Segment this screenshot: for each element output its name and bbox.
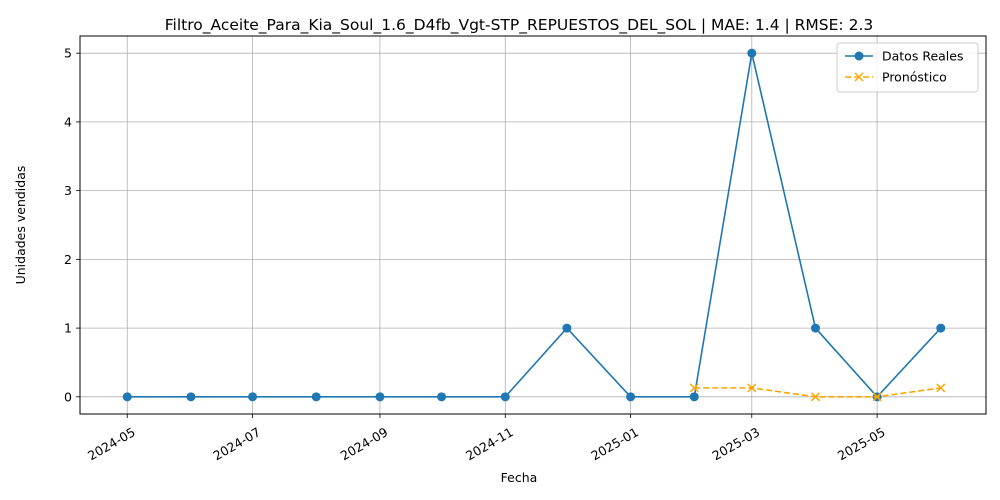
plot-frame <box>79 35 987 415</box>
chart-title: Filtro_Aceite_Para_Kia_Soul_1.6_D4fb_Vgt… <box>165 16 873 35</box>
x-tick-label: 2024-07 <box>210 424 263 463</box>
data-point <box>854 51 864 61</box>
x-axis-ticks: 2024-05 2024-07 2024-09 2024-11 2025-01 2025-… <box>85 414 888 463</box>
data-point <box>375 392 385 402</box>
y-tick-label: 3 <box>64 183 72 198</box>
y-tick-label: 1 <box>64 321 72 336</box>
y-axis-label: Unidades vendidas <box>13 166 28 285</box>
legend-label: Pronóstico <box>882 70 947 85</box>
data-point <box>936 383 946 393</box>
y-tick-label: 5 <box>64 46 72 61</box>
y-axis-ticks: 0 1 2 3 4 5 <box>64 46 80 404</box>
y-tick-label: 2 <box>64 252 72 267</box>
data-point <box>248 392 258 402</box>
series-1 <box>689 383 946 402</box>
series-0 <box>122 48 946 402</box>
data-point <box>500 392 510 402</box>
x-axis-label: Fecha <box>501 470 538 485</box>
data-point <box>810 392 821 402</box>
series-layer <box>122 48 946 402</box>
data-point <box>437 392 447 402</box>
grid-lines <box>80 36 986 414</box>
data-point <box>311 392 321 402</box>
data-point <box>747 383 757 393</box>
data-point <box>872 392 882 402</box>
legend-label: Datos Reales <box>882 49 963 64</box>
data-point <box>626 392 636 402</box>
x-tick-label: 2024-05 <box>85 424 138 463</box>
y-tick-label: 0 <box>64 389 72 404</box>
data-point <box>122 392 132 402</box>
data-point <box>810 323 820 333</box>
x-tick-label: 2024-11 <box>463 424 516 463</box>
legend: Datos Reales Pronóstico <box>836 42 979 93</box>
series-line <box>127 53 942 399</box>
data-point <box>747 48 757 58</box>
data-point <box>854 72 864 82</box>
x-tick-label: 2025-01 <box>588 424 641 463</box>
data-point <box>186 392 196 402</box>
data-point <box>689 383 699 393</box>
y-tick-label: 4 <box>64 114 72 129</box>
data-point <box>689 392 699 402</box>
x-tick-label: 2025-03 <box>710 424 763 463</box>
x-tick-label: 2025-05 <box>835 424 888 463</box>
data-point <box>936 323 946 333</box>
x-tick-label: 2024-09 <box>338 424 391 463</box>
data-point <box>562 323 572 333</box>
